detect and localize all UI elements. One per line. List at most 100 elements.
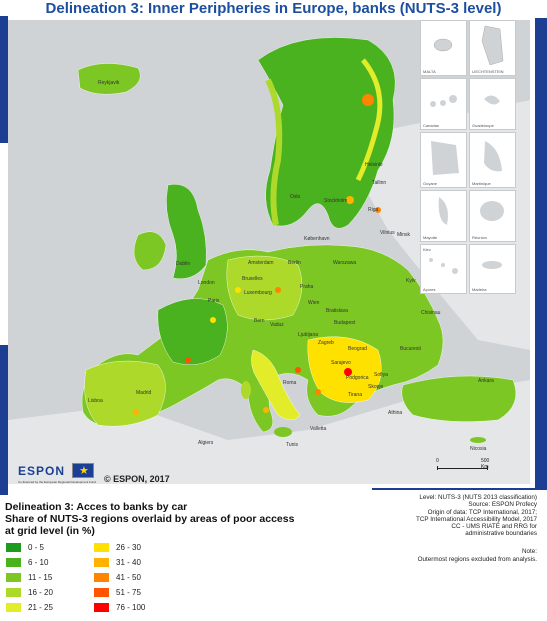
legend-swatch [94,543,109,552]
hotspot-region [263,407,269,413]
scandinavia [257,37,396,229]
inset-mayotte-shape [438,197,448,225]
place-label: Tallinn [372,180,387,186]
finland-east [355,58,383,182]
non-espon-land [8,380,530,484]
place-label: Amsterdam [248,260,274,266]
great-britain [166,184,207,279]
inset-mayotte: Mayotte [420,190,467,242]
hotspot-region [275,287,281,293]
cyprus [470,437,486,443]
inset-madeira: Madeira [469,244,516,294]
left-accent-bar-top [0,16,8,143]
inset-liechtenstein: LIECHTENSTEIN [469,20,516,76]
legend-label: 31 - 40 [116,558,141,567]
hotspot-region [133,409,139,415]
place-label: Lisboa [88,398,103,404]
hotspot-region [295,367,301,373]
scale-line [437,468,487,469]
place-label: Dublin [176,261,191,267]
metadata-line: Origin of data: TCP International, 2017; [427,508,537,516]
note-text: Outermost regions excluded from analysis… [417,556,537,563]
place-label: Luxembourg [244,290,272,296]
italy [251,349,301,421]
legend-label: 21 - 25 [28,603,53,612]
legend-swatch [94,558,109,567]
place-label: Bern [254,318,265,324]
espon-logo-text: ESPON [18,464,66,478]
norway-coast [265,78,283,226]
turkey [401,375,517,422]
espon-logo: ESPON Co-financed by the European Region… [14,460,98,488]
right-accent-bar [535,18,547,488]
scale-end: 500 Km [481,458,490,470]
central-europe [226,255,303,321]
map-title: Delineation 3: Inner Peripheries in Euro… [45,0,502,17]
hotspot-region [235,287,241,293]
place-label: København [304,236,330,242]
place-label: Praha [300,284,314,290]
legend-label: 6 - 10 [28,558,49,567]
scale-tick [437,466,438,470]
inset-madeira-shape [482,261,502,269]
legend-label: 41 - 50 [116,573,141,582]
espon-logo-subtext: Co-financed by the European Regional Dev… [18,480,96,484]
inset-malta-shape [433,38,453,52]
place-label: Zagreb [318,340,334,346]
eu-flag-icon [72,463,94,478]
left-accent-bar-bottom [0,345,8,495]
legend-label: 0 - 5 [28,543,45,552]
metadata-line: TCP International Accessibility Model, 2… [416,515,537,523]
hotspot-region [344,368,352,376]
place-label: Tirana [348,392,362,398]
inset-canarias-shape [430,95,457,107]
hotspot-region [210,317,216,323]
legend-swatch [6,558,21,567]
legend-swatch [6,543,21,552]
inset-reunion: Réunion [469,190,516,242]
place-label: Paris [208,298,220,304]
place-label: Bucuresti [400,346,421,352]
inset-martinique-shape [484,141,502,172]
inset-canarias: Canarias [420,78,467,130]
legend-label: 16 - 20 [28,588,53,597]
place-label: Helsinki [365,162,383,168]
sicily [274,427,292,437]
ireland [133,231,167,271]
place-label: Berlin [288,260,301,266]
legend-swatch [94,588,109,597]
inset-reunion-shape [480,201,504,221]
place-label: Athina [388,410,403,416]
place-label: Podgorica [346,375,369,381]
note-heading: Note: [521,548,537,555]
place-label: Beograd [348,346,367,352]
place-label: Roma [283,380,297,386]
legend-title-line: at grid level (in %) [5,525,95,537]
place-label: Kyiv [406,278,416,284]
hotspot-region [375,207,381,213]
inset-guyane-shape [431,141,459,175]
france [157,298,228,365]
legend-label: 26 - 30 [116,543,141,552]
place-label: Nicosia [470,446,487,452]
inset-acores-shape [429,258,458,274]
place-label: Valletta [310,426,327,432]
hotspot-region [362,94,374,106]
place-label: Ankara [478,378,494,384]
place-label: Skopje [368,384,384,390]
iceland [77,63,141,95]
place-label: Bruxelles [242,276,263,282]
inset-acores: Kiev Açores [420,244,467,294]
inset-malta: MALTA [420,20,467,76]
inset-martinique: Martinique [469,132,516,188]
scale-start: 0 [436,458,439,464]
inset-guyane: Guyane [420,132,467,188]
place-label: Algiers [198,440,214,446]
metadata-line: administrative boundaries [465,530,537,538]
map-metadata: Level: NUTS-3 (NUTS 2013 classification)… [337,494,537,538]
legend-title: Delineation 3: Acces to banks by car Sha… [5,501,335,537]
balkans [307,336,382,403]
legend-swatch [6,603,21,612]
place-label: Wien [308,300,320,306]
hotspot-region [346,196,354,204]
